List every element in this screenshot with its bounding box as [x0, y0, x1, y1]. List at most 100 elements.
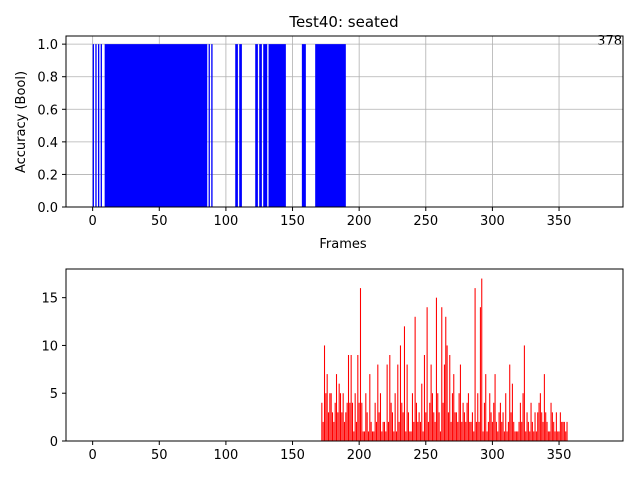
count-bar: [393, 431, 395, 441]
count-bar: [334, 402, 336, 441]
count-bar: [430, 364, 432, 441]
y-tick-label: 0.0: [37, 201, 58, 216]
plot-frame: [65, 35, 624, 208]
x-tick-label: 0: [89, 448, 97, 463]
count-bar: [437, 393, 439, 441]
count-bar: [443, 364, 445, 441]
accuracy-bar: [301, 44, 306, 208]
count-bar: [335, 374, 338, 441]
count-bar: [333, 421, 335, 441]
count-bar: [562, 421, 564, 441]
count-bar: [503, 431, 505, 441]
count-bar: [402, 412, 404, 441]
count-bar: [370, 421, 372, 441]
count-bar: [357, 355, 359, 441]
x-axis-label: Frames: [319, 237, 367, 252]
count-bar: [550, 402, 552, 441]
accuracy-bar: [100, 44, 102, 208]
count-bar: [449, 355, 451, 441]
count-bar: [522, 393, 524, 441]
count-bar: [326, 374, 328, 441]
count-bar: [369, 374, 371, 441]
count-bar: [382, 421, 384, 441]
count-bar: [469, 421, 471, 441]
count-bar: [511, 383, 513, 441]
count-bar: [350, 355, 352, 441]
count-bar: [347, 355, 350, 441]
count-bar: [555, 412, 557, 441]
count-bar: [349, 402, 351, 441]
count-bar: [445, 316, 447, 441]
accuracy-bar: [92, 44, 94, 208]
count-bar: [427, 421, 429, 441]
count-bar: [494, 374, 496, 441]
accuracy-bar: [263, 44, 268, 208]
count-bar: [409, 431, 411, 441]
accuracy-bar: [239, 44, 242, 208]
count-bar: [329, 393, 331, 441]
count-bar: [553, 421, 555, 441]
count-bar: [363, 431, 366, 441]
count-bar: [531, 421, 533, 441]
count-bar: [327, 412, 330, 441]
count-bar: [515, 431, 517, 441]
axis-ticks: 0 50 100 150 200 250 300 350 0 5 10 15: [41, 292, 571, 463]
count-bar: [479, 307, 481, 441]
count-bar: [497, 431, 499, 441]
count-bar: [337, 412, 339, 441]
y-axis-label: Accuracy (Bool): [14, 71, 29, 173]
count-bar: [346, 402, 348, 441]
y-tick-label: 0: [50, 435, 58, 450]
count-bar: [423, 355, 425, 441]
accuracy-bar: [208, 44, 210, 208]
accuracy-bar: [259, 44, 262, 208]
count-bar: [490, 412, 492, 441]
count-bar: [431, 393, 433, 441]
count-bar: [499, 402, 501, 441]
count-bar: [457, 421, 459, 441]
accuracy-bar: [104, 44, 208, 208]
count-bar: [485, 374, 487, 441]
count-bar: [545, 412, 547, 441]
x-tick-label: 150: [280, 448, 305, 463]
count-bar: [462, 402, 464, 441]
count-bar: [561, 421, 563, 441]
count-bar: [418, 412, 420, 441]
count-bar: [534, 412, 536, 441]
count-bar: [482, 431, 484, 441]
count-bar: [465, 421, 467, 441]
count-bar: [523, 345, 525, 441]
count-bar: [517, 431, 519, 441]
count-bar: [507, 421, 509, 441]
count-bar: [330, 393, 332, 441]
count-bar: [537, 412, 539, 441]
count-bar: [374, 402, 376, 441]
count-bar: [549, 431, 551, 441]
count-bar: [438, 412, 440, 441]
count-bar: [397, 364, 399, 441]
count-bar: [547, 431, 549, 441]
count-bar: [447, 412, 449, 441]
count-bar: [331, 412, 334, 441]
count-bar: [535, 431, 537, 441]
x-tick-label: 100: [213, 214, 238, 229]
accuracy-bar: [211, 44, 213, 208]
count-bar: [394, 393, 396, 441]
accuracy-bar: [255, 44, 258, 208]
count-bar: [407, 412, 409, 441]
count-bar: [454, 412, 456, 441]
count-bar: [367, 431, 370, 441]
count-bar: [378, 412, 380, 441]
count-bar: [557, 431, 559, 441]
count-bar: [542, 421, 544, 441]
y-tick-label: 0.6: [37, 103, 58, 118]
count-bar: [475, 421, 477, 441]
count-bar: [375, 421, 378, 441]
count-bar: [558, 431, 560, 441]
count-bar: [518, 421, 520, 441]
count-bar: [415, 402, 417, 441]
count-bar: [361, 402, 363, 441]
accuracy-bar: [235, 44, 238, 208]
x-tick-label: 300: [480, 214, 505, 229]
count-bar: [365, 393, 367, 441]
